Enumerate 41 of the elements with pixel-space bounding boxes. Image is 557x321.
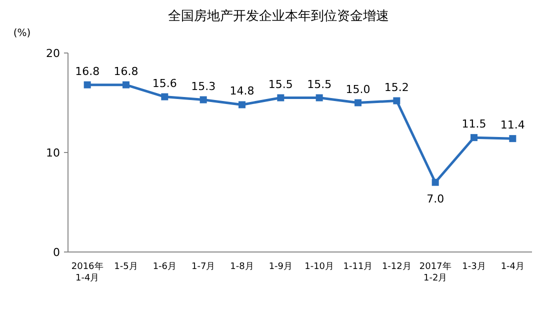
data-label: 15.0 [346,82,370,96]
point [122,81,130,88]
chart-title: 全国房地产开发企业本年到位资金增速 [168,8,389,24]
data-label: 15.3 [191,80,216,93]
point [393,97,400,104]
x-tick-label: 1-12月 [382,262,412,272]
point [84,81,91,88]
y-tick-label: 10 [46,146,60,160]
data-label: 15.5 [268,78,293,91]
point [200,96,207,104]
x-tick-label: 1-3月 [462,262,486,272]
data-label: 7.0 [426,192,444,206]
data-label: 16.8 [75,64,100,78]
y-tick-label: 0 [53,246,60,259]
y-axis-title: (%) [13,28,31,39]
x-tick-label: 1-7月 [191,262,216,272]
x-tick-label: 1-10月 [304,262,334,272]
data-label: 16.8 [114,64,138,78]
point [316,94,323,102]
x-tick-label: 1-5月 [114,262,138,272]
data-label: 11.5 [462,118,486,131]
x-tick-label: 1-11月 [343,262,373,272]
x-tick-label: 1-6月 [152,262,177,272]
x-tick-label: 1-4月 [500,262,525,272]
data-label: 15.2 [384,80,409,94]
data-label: 15.6 [152,76,177,90]
y-tick-label: 20 [46,47,60,60]
point [354,99,362,106]
point [509,135,516,142]
data-label: 15.5 [307,78,332,91]
point [161,93,168,100]
point [277,94,284,102]
point [470,134,478,142]
data-label: 14.8 [230,84,254,98]
data-label: 11.4 [500,118,525,132]
x-tick-label: 1-8月 [230,262,254,272]
point [238,101,246,108]
x-tick-label: 2016年 1-4月 [71,261,104,284]
x-tick-label: 2017年 1-2月 [419,261,452,284]
x-tick-label: 1-9月 [268,262,293,272]
point [432,178,439,186]
